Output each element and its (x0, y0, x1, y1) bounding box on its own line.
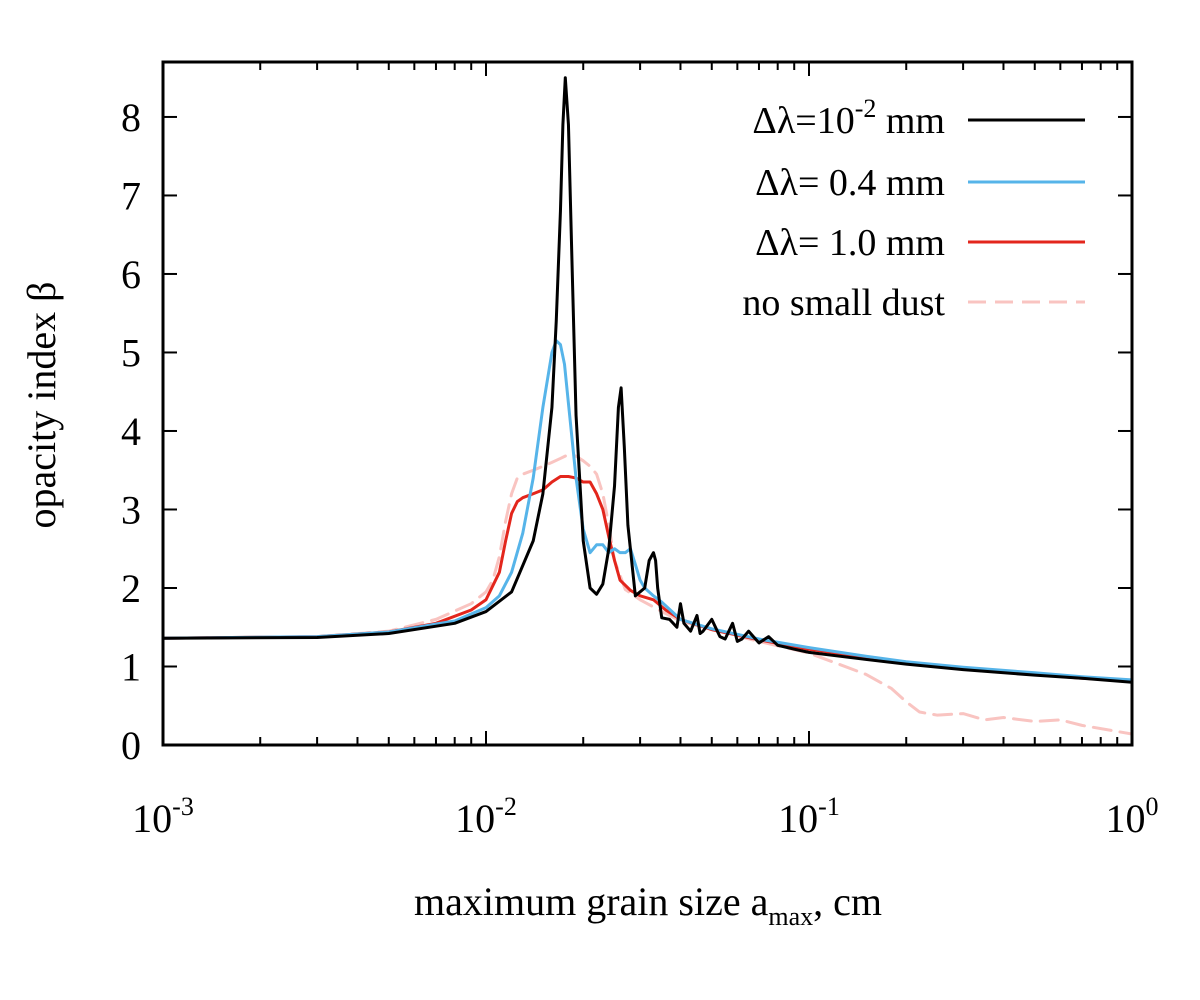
legend: Δλ=10-2 mm Δλ= 0.4 mm Δλ= 1.0 mm no small d… (742, 94, 1085, 324)
series-line-4 (163, 453, 1132, 736)
plot-frame (161, 60, 1134, 747)
x-axis-label: maximum grain size amax, cm (414, 879, 882, 931)
x-tick-label: 10-3 (132, 792, 194, 841)
legend-label-3: Δλ= 1.0 mm (755, 222, 945, 264)
x-tick-label: 10-2 (455, 792, 517, 841)
y-tick-label: 8 (121, 95, 141, 140)
x-tick-label: 100 (1106, 792, 1159, 841)
y-tick-label: 1 (121, 644, 141, 689)
y-tick-label: 3 (121, 487, 141, 532)
legend-label-4: no small dust (742, 282, 945, 324)
y-tick-label: 5 (121, 330, 141, 375)
y-axis-label: opacity index β (19, 282, 64, 529)
ticks-layer (162, 62, 1132, 746)
legend-label-1: Δλ=10-2 mm (752, 94, 945, 142)
y-tick-label: 4 (121, 409, 141, 454)
y-tick-label: 7 (121, 173, 141, 218)
y-tick-label: 2 (121, 566, 141, 611)
labels-layer: 0 1 2 3 4 5 6 7 8 10-3 10-2 10-1 100 (121, 95, 1159, 841)
legend-label-2: Δλ= 0.4 mm (755, 162, 945, 204)
y-tick-label: 6 (121, 252, 141, 297)
x-tick-label: 10-1 (778, 792, 840, 841)
series-line-1 (163, 76, 1132, 684)
y-tick-label: 0 (121, 723, 141, 768)
series-line-2 (163, 339, 1132, 682)
series-layer (163, 76, 1132, 736)
